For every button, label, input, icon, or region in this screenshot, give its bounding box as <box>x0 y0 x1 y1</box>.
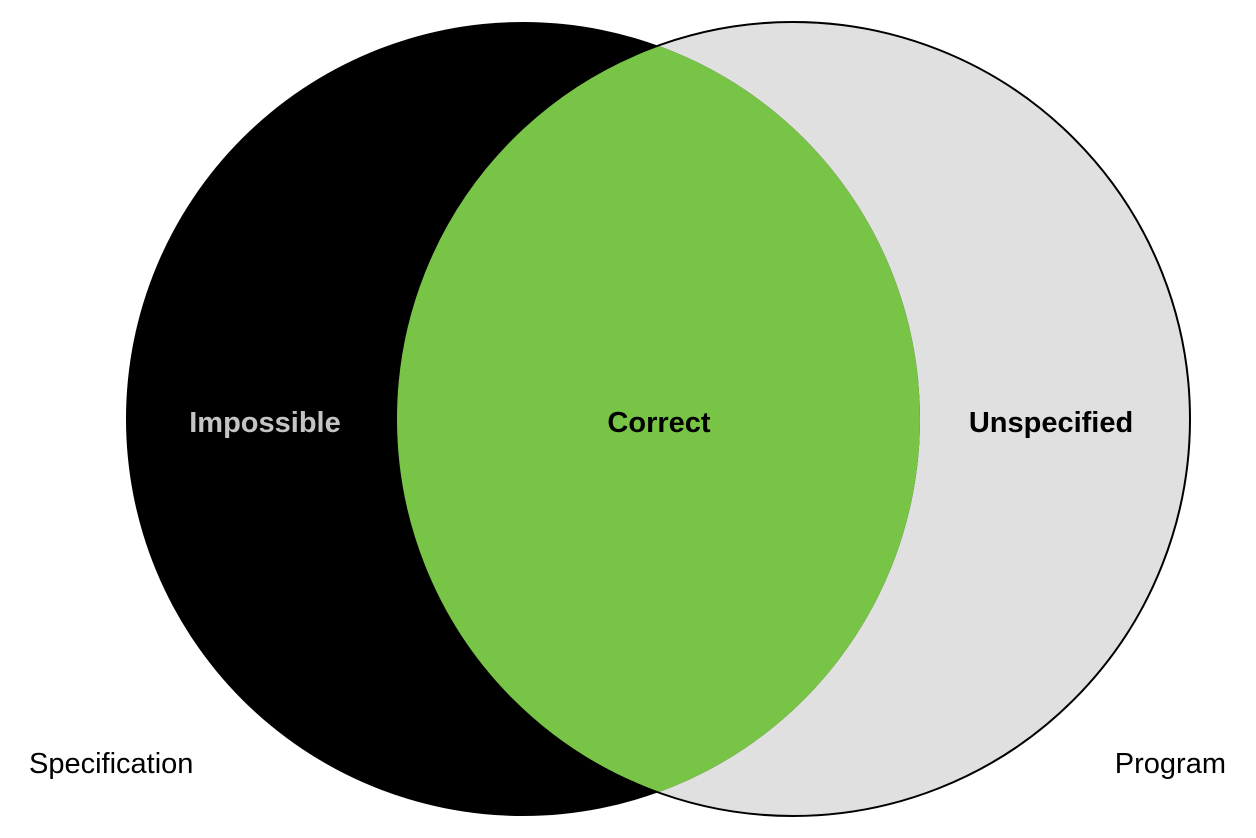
intersection-region <box>395 22 920 816</box>
unspecified-label: Unspecified <box>969 407 1133 439</box>
impossible-label: Impossible <box>189 407 341 439</box>
correct-label: Correct <box>607 407 710 439</box>
program-label: Program <box>1115 748 1226 780</box>
specification-label: Specification <box>29 748 193 780</box>
